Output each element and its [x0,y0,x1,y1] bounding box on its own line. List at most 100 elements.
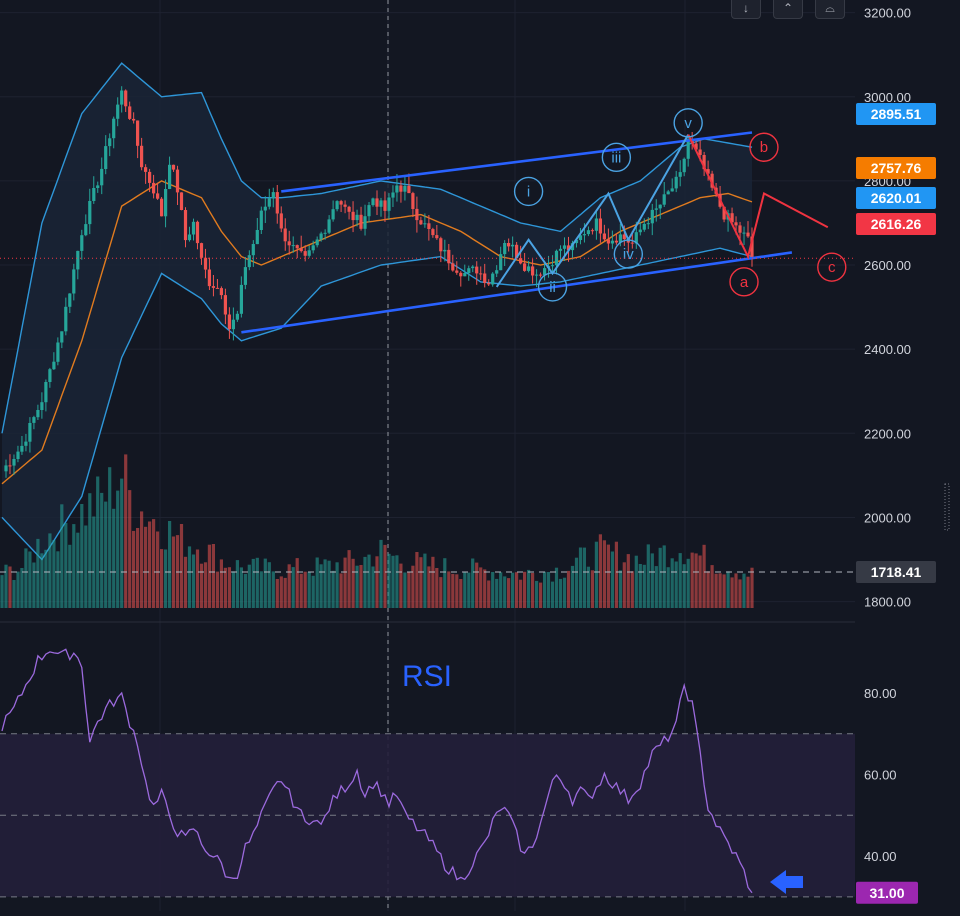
volume-bar [323,559,327,608]
volume-bar [303,571,307,608]
volume-bar [702,544,706,608]
maximize-button[interactable]: ⌓ [815,0,845,19]
candle-body [495,270,499,274]
candle-body [203,257,208,270]
rsi-line [1,648,753,894]
candle-body [315,239,319,246]
wave-label-iii: iii [601,142,632,173]
volume-bar [191,554,196,608]
volume-bar [654,566,658,608]
volume-bar [72,524,76,608]
rsi-tick-label: 60.00 [864,768,897,783]
candle-body [710,173,714,188]
price-badge-text: 2895.51 [871,106,922,122]
candle-body [124,90,128,107]
price-badge-text: 2620.01 [871,190,922,206]
candle-body [108,138,112,147]
corrective-wave-path [687,134,829,260]
candle-body [195,221,200,244]
candle-body [347,206,351,212]
candle-body [511,244,515,247]
volume-bar [531,573,535,608]
volume-bar [471,558,475,608]
candle-body [84,224,88,236]
wave-label-a: a [729,267,759,297]
candle-body [487,282,491,285]
candle-body [76,250,80,270]
volume-bar [263,558,267,608]
wave-label-iv: iv [613,239,644,269]
scroll-up-button[interactable]: ⌃ [773,0,803,19]
candle-body [539,274,543,276]
volume-bar [634,555,638,608]
volume-bars [0,454,754,608]
volume-bar [295,558,299,608]
volume-bar [427,566,431,608]
candle-body [750,236,754,259]
candle-body [650,209,654,224]
volume-bar [666,567,670,608]
volume-bar [335,562,339,608]
candle-body [104,146,108,169]
volume-bar [164,549,168,608]
volume-bar [546,572,551,608]
candle-body [44,382,48,403]
volume-bar [451,573,455,608]
volume-bar [247,564,251,608]
volume-bar [690,552,694,608]
candle-body [36,410,40,418]
candle-body [152,182,156,194]
volume-bar [618,570,622,608]
wave-label-iii-circle [601,142,632,173]
volume-bar [108,467,112,608]
volume-bar [275,579,279,608]
candle-body [459,272,463,277]
candle-body [666,191,670,195]
volume-bar [415,552,419,608]
rsi-badge-text: 31.00 [869,885,904,901]
volume-bar [219,559,223,608]
volume-bar [507,578,511,608]
candle-body [387,197,391,211]
candle-body [323,232,327,234]
volume-bar [694,553,698,608]
scroll-down-button[interactable]: ↓ [731,0,761,19]
candle-body [411,193,415,209]
candle-body [550,265,555,267]
wave-label-b-circle [749,132,779,162]
wave-label-ii-text: ii [549,279,556,296]
volume-bar [746,576,750,608]
candle-body [279,213,283,229]
candle-body [383,200,387,211]
candle-body [674,176,678,189]
volume-bar [686,558,690,608]
volume-bar [535,580,539,608]
price-tick-label: 1800.00 [864,595,911,610]
wave-label-c-text: c [828,259,836,276]
volume-bar [519,579,523,608]
candle-body [423,223,427,225]
candle-body [618,234,622,243]
wave-label-c-circle [817,252,847,282]
volume-bar [124,454,128,608]
candle-body [594,218,598,231]
candle-body [287,241,291,246]
volume-bar [235,560,239,608]
volume-bar [28,551,32,608]
candle-body [243,267,247,285]
volume-bar [271,571,275,608]
volume-bar [479,567,483,608]
candle-body [12,459,16,466]
volume-bar [52,540,56,608]
channel-lower-line [241,251,793,334]
candle-body [395,185,399,193]
volume-bar [195,549,200,608]
candle-body [463,273,467,277]
volume-bar [339,573,343,608]
volume-bar [267,562,271,608]
wave-label-v: v [673,108,703,138]
candle-body [168,164,172,189]
candle-body [255,230,259,245]
